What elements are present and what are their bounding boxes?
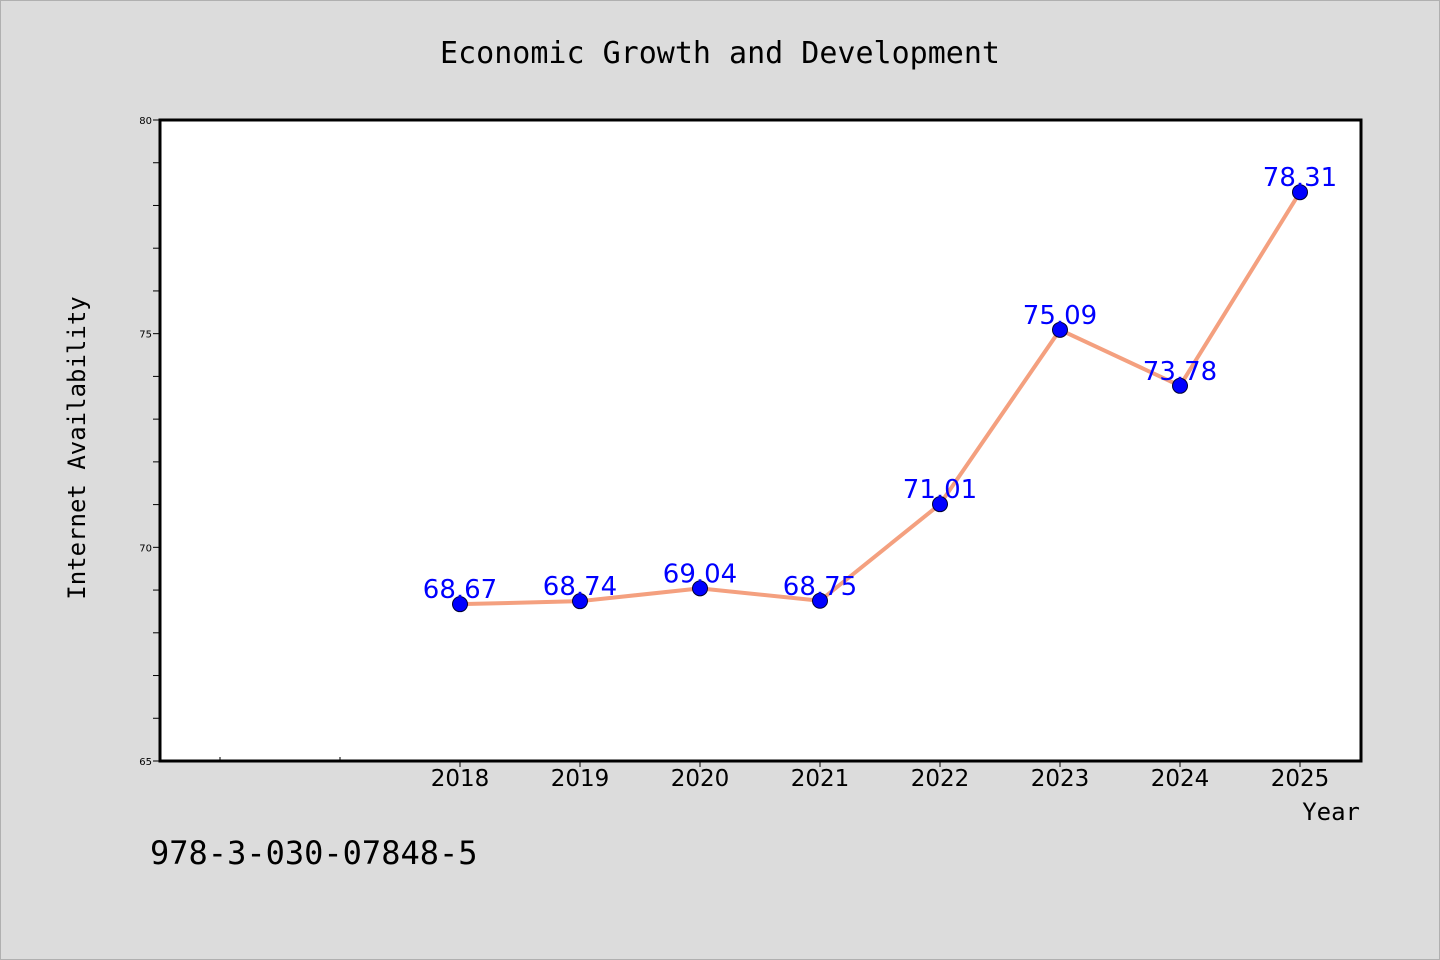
y-axis-label: Internet Availability	[63, 296, 91, 599]
data-point	[1292, 184, 1308, 201]
data-label: 71.01	[903, 475, 977, 505]
data-label: 75.09	[1023, 301, 1097, 331]
x-axis-label: Year	[1302, 798, 1360, 826]
y-tick-label: 80	[139, 116, 152, 127]
data-point	[1172, 377, 1188, 394]
data-label-group: 68.67 68.74 69.04 68.75 71.01 75.09 73.78 78.31	[423, 163, 1337, 605]
data-label: 69.04	[663, 559, 737, 589]
data-label: 73.78	[1143, 357, 1217, 387]
x-axis: 2018 2019 2020 2021 2022 2023 2024 2025	[219, 757, 1330, 792]
data-point	[932, 496, 948, 513]
x-tick-label: 2020	[671, 766, 730, 792]
data-label: 68.67	[423, 575, 497, 605]
y-tick-label: 70	[139, 543, 152, 554]
data-point	[452, 596, 468, 613]
y-tick-label: 75	[139, 330, 152, 341]
data-label: 68.74	[543, 572, 617, 602]
chart-title: Economic Growth and Development	[440, 36, 1000, 71]
data-point	[812, 592, 828, 609]
x-tick-label: 2018	[431, 766, 490, 792]
data-label: 68.75	[783, 572, 857, 602]
data-point	[692, 580, 708, 597]
series-line-group	[459, 191, 1302, 607]
data-point	[1052, 321, 1068, 338]
data-point	[572, 593, 588, 610]
x-tick-label: 2021	[791, 766, 850, 792]
plot-area	[158, 118, 1363, 763]
marker-group	[452, 184, 1308, 613]
x-tick-label: 2025	[1271, 766, 1330, 792]
data-label: 78.31	[1263, 163, 1337, 193]
isbn-text: 978-3-030-07848-5	[150, 834, 478, 872]
x-tick-label: 2022	[911, 766, 970, 792]
x-tick-label: 2019	[551, 766, 610, 792]
x-tick-label: 2024	[1151, 766, 1210, 792]
y-axis: 65 70 75 80	[139, 116, 160, 768]
y-tick-label: 65	[139, 757, 152, 768]
series-line	[459, 191, 1302, 607]
x-tick-label: 2023	[1031, 766, 1090, 792]
